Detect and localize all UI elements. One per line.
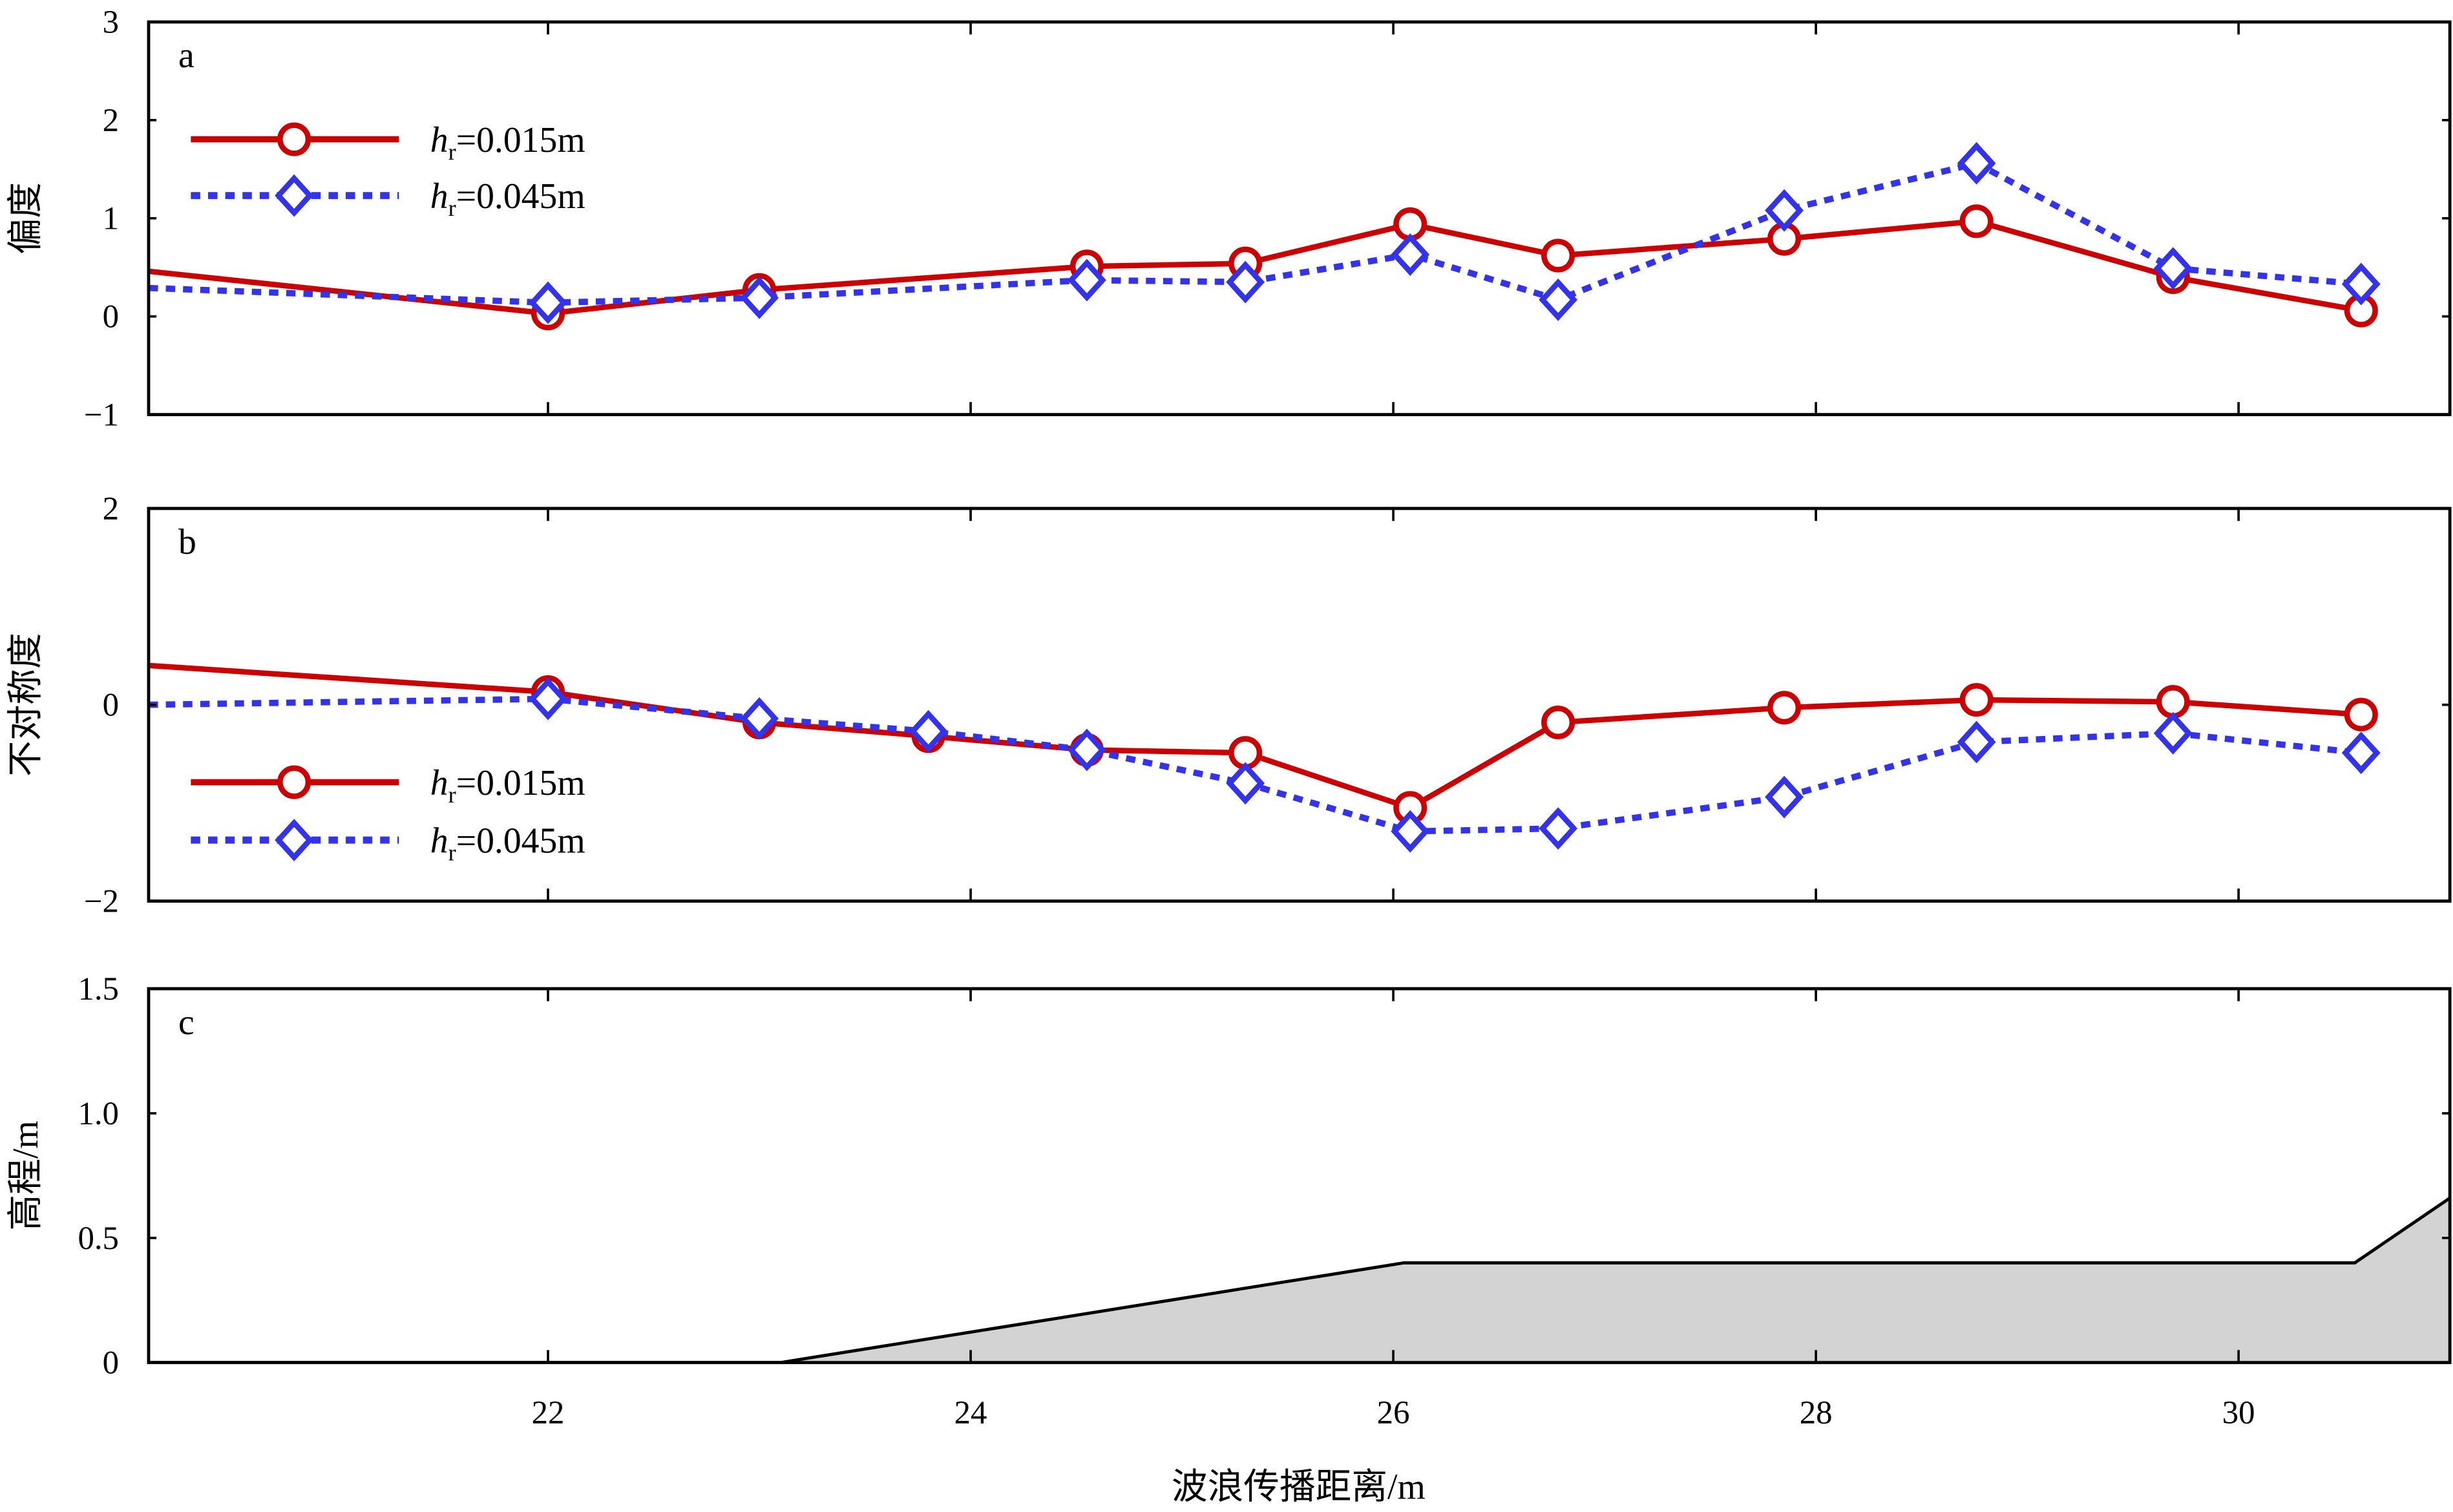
legend-entry: hr=0.045m [191,174,585,221]
y-tick-label: 0 [103,687,119,723]
legend-label-italic: h [430,120,448,160]
panel-label: c [178,1002,195,1042]
y-tick-label: 1.0 [78,1095,119,1131]
data-point-diamond [1391,810,1430,853]
data-point-diamond [1067,728,1106,772]
panel-label: b [178,522,196,562]
data-point-diamond [1067,258,1106,302]
plot-area [148,1197,2450,1363]
data-point-diamond [2341,731,2381,775]
data-point-diamond [2153,247,2193,290]
plot-area [148,142,2381,331]
legend-marker-diamond [275,819,314,862]
legend-entry: hr=0.045m [191,819,585,866]
y-axis-label: 不对称度 [6,633,46,777]
legend-label: hr=0.045m [430,821,585,865]
x-tick-label: 26 [1377,1394,1410,1431]
plot-area [148,662,2381,853]
data-point-circle [2344,697,2378,731]
panel-label: a [178,36,195,76]
y-tick-label: 0.5 [78,1220,119,1256]
series-line-1 [148,695,2362,835]
data-point-diamond [2341,262,2381,306]
data-point-circle [1541,238,1575,273]
y-tick-label: 3 [103,4,119,40]
x-tick-label: 24 [954,1394,987,1431]
legend-label: hr=0.015m [430,763,585,808]
x-tick-label: 22 [532,1394,565,1431]
bathymetry-line [148,1197,2450,1363]
data-point-circle [2156,685,2190,719]
data-point-diamond [909,709,948,753]
y-tick-label: 0 [103,299,119,335]
x-axis-label: 波浪传播距离/m [1172,1467,1426,1507]
data-point-diamond [529,677,567,720]
legend-label: hr=0.045m [430,176,585,221]
data-point-diamond [1226,762,1265,805]
y-tick-label: 1.5 [78,971,119,1007]
legend-entry: hr=0.015m [191,763,585,808]
legend-label-rest: =0.045m [456,821,585,861]
y-axis-label: 偏度 [6,182,46,254]
data-point-circle [1959,683,1994,717]
data-point-diamond [1391,233,1430,276]
legend-marker-circle [277,765,311,799]
axes-frame [147,987,2452,1365]
data-point-diamond [740,276,779,319]
data-point-circle [1541,706,1575,740]
x-tick-label: 28 [1800,1394,1833,1431]
legend-marker-diamond [275,174,314,217]
data-point-diamond [1765,775,1804,819]
legend-label-italic: h [430,763,448,803]
panel-c: 0 0.5 1.0 1.5 c 高程/m 22 24 26 28 30 波浪传播距离/m [6,971,2452,1507]
y-tick-label: −1 [84,397,119,433]
y-axis-label: 高程/m [6,1120,46,1230]
y-tick-label: 2 [103,490,119,527]
legend-label-rest: =0.045m [456,176,585,216]
data-point-diamond [1957,720,1996,764]
legend-label-sub: r [448,139,456,165]
axes-frame [147,20,2452,417]
legend-entry: hr=0.015m [191,120,585,165]
data-point-diamond [1765,189,1804,232]
y-tick-label: 0 [103,1345,119,1381]
data-point-diamond [740,697,779,740]
legend-label-italic: h [430,821,448,861]
y-tick-label: −2 [84,883,119,919]
legend-label-sub: r [448,195,456,221]
legend-marker-circle [277,122,311,156]
data-point-circle [1767,691,1802,725]
data-point-circle [1959,204,1994,238]
data-point-diamond [1539,807,1578,850]
y-tick-label: 2 [103,102,119,138]
x-tick-label: 30 [2222,1394,2255,1431]
legend-label-rest: =0.015m [456,763,585,803]
data-point-diamond [2153,711,2193,755]
data-point-diamond [1226,260,1265,304]
legend-label-sub: r [448,782,456,808]
data-point-diamond [529,281,567,324]
legend-label-rest: =0.015m [456,120,585,160]
legend-label-italic: h [430,176,448,216]
legend-label: hr=0.015m [430,120,585,165]
data-point-diamond [1957,142,1996,185]
legend-label-sub: r [448,840,456,866]
data-point-diamond [1539,278,1578,321]
y-tick-label: 1 [103,200,119,236]
